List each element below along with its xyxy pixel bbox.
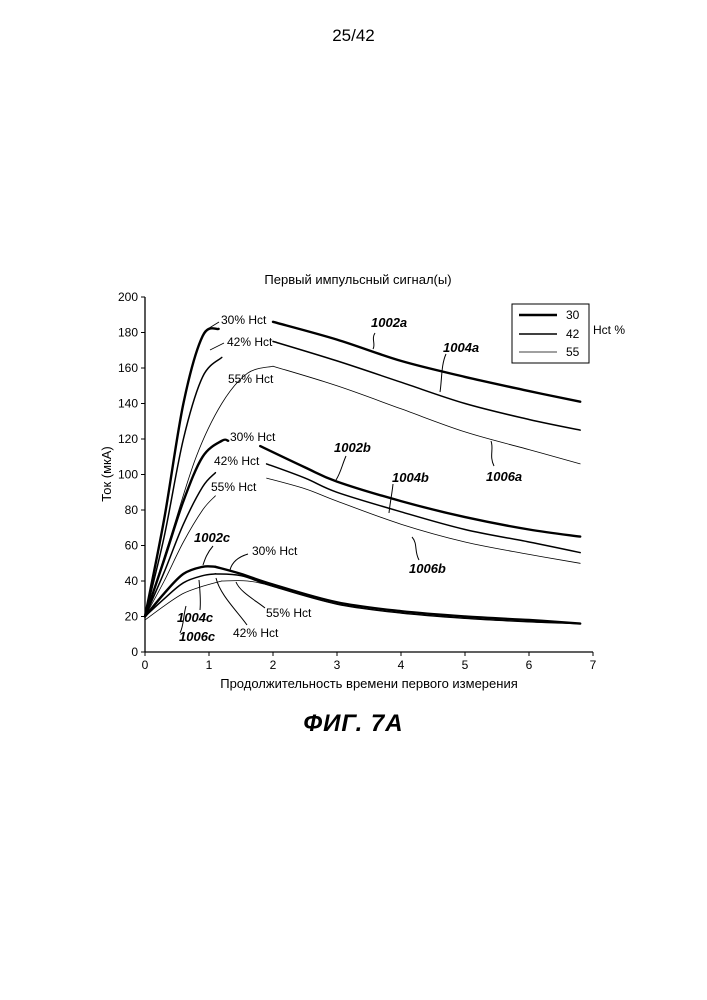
leader-c55 <box>236 582 265 608</box>
curve-1002b-decay <box>260 446 580 536</box>
label-c42: 42% Hct <box>233 626 279 640</box>
legend-title: Hct % <box>593 323 625 337</box>
legend-label-55: 55 <box>566 345 580 359</box>
y-tick-label: 180 <box>118 326 138 340</box>
label-c55: 55% Hct <box>266 606 312 620</box>
ref-1004b: 1004b <box>392 470 429 485</box>
leader-1002b <box>336 456 346 480</box>
leader-lines <box>180 322 494 633</box>
x-tick-label: 0 <box>142 658 149 672</box>
label-b42: 42% Hct <box>214 454 260 468</box>
ref-1006a: 1006a <box>486 469 522 484</box>
figure-caption: ФИГ. 7А <box>0 710 707 738</box>
curve-1006b-decay <box>267 478 581 563</box>
x-tick-label: 4 <box>398 658 405 672</box>
y-tick-label: 140 <box>118 397 138 411</box>
leader-1006a <box>491 441 494 466</box>
x-tick-label: 1 <box>206 658 213 672</box>
label-c30: 30% Hct <box>252 544 298 558</box>
y-axis-title: Ток (мкА) <box>99 446 114 501</box>
ref-1002c: 1002c <box>194 530 231 545</box>
legend-label-30: 30 <box>566 308 580 322</box>
label-b30: 30% Hct <box>230 430 276 444</box>
label-b55: 55% Hct <box>211 480 257 494</box>
y-tick-label: 0 <box>131 645 138 659</box>
legend: 30 42 55 Hct % <box>512 304 625 363</box>
leader-1004c <box>199 580 200 610</box>
ref-1002a: 1002a <box>371 315 407 330</box>
y-tick-label: 40 <box>125 574 139 588</box>
x-tick-label: 3 <box>334 658 341 672</box>
x-tick-label: 2 <box>270 658 277 672</box>
y-tick-label: 100 <box>118 468 138 482</box>
leader-1002c <box>203 546 213 565</box>
chart-title: Первый импульсный сигнал(ы) <box>264 272 451 287</box>
ref-1006b: 1006b <box>409 561 446 576</box>
y-tick-label: 160 <box>118 361 138 375</box>
y-tick-label: 80 <box>125 503 139 517</box>
leader-1006b <box>412 537 419 560</box>
leader-a42 <box>210 343 224 350</box>
y-tick-label: 120 <box>118 432 138 446</box>
label-a42: 42% Hct <box>227 335 273 349</box>
ref-1004a: 1004a <box>443 340 479 355</box>
label-a55: 55% Hct <box>228 372 274 386</box>
ref-1004c: 1004c <box>177 610 214 625</box>
curve-1006a-decay <box>273 366 580 464</box>
x-tick-label: 5 <box>462 658 469 672</box>
x-tick-label: 6 <box>526 658 533 672</box>
leader-c30 <box>230 554 248 570</box>
y-tick-label: 60 <box>125 539 139 553</box>
x-tick-label: 7 <box>590 658 597 672</box>
y-tick-label: 20 <box>125 610 139 624</box>
leader-1002a <box>373 333 375 349</box>
leader-c42 <box>216 578 247 625</box>
y-tick-label: 200 <box>118 290 138 304</box>
legend-label-42: 42 <box>566 327 580 341</box>
label-a30: 30% Hct <box>221 313 267 327</box>
ref-1006c: 1006c <box>179 629 216 644</box>
ref-1002b: 1002b <box>334 440 371 455</box>
x-axis-title: Продолжительность времени первого измере… <box>220 676 518 691</box>
